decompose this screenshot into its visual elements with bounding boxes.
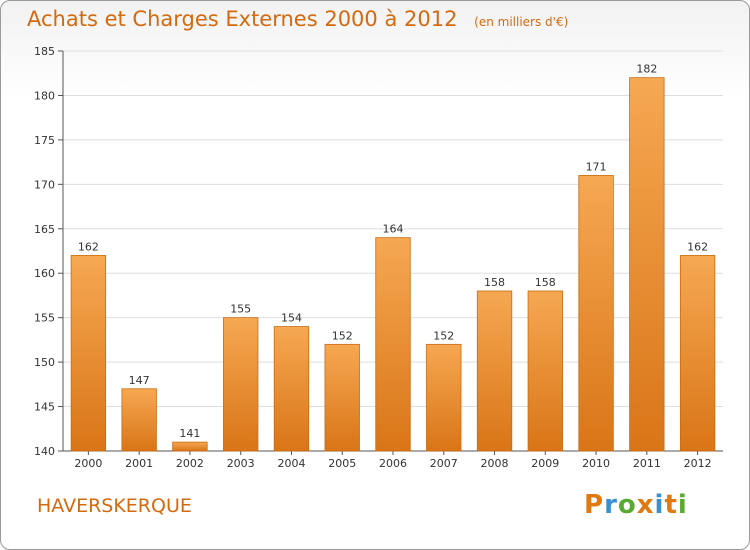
x-tick-label-2007: 2007 bbox=[430, 457, 458, 470]
bar-2005 bbox=[324, 343, 360, 452]
data-label-2007: 152 bbox=[433, 329, 454, 342]
data-label-2008: 158 bbox=[484, 276, 505, 289]
x-tick-label-2004: 2004 bbox=[277, 457, 305, 470]
data-label-2009: 158 bbox=[535, 276, 556, 289]
bar-2004 bbox=[273, 326, 310, 452]
data-label-2000: 162 bbox=[78, 240, 99, 253]
y-tick-label: 150 bbox=[34, 356, 55, 369]
x-tick-label-2006: 2006 bbox=[379, 457, 407, 470]
data-label-2006: 164 bbox=[383, 223, 404, 236]
logo-letter: r bbox=[604, 490, 618, 520]
x-tick-label-2011: 2011 bbox=[633, 457, 661, 470]
data-label-2003: 155 bbox=[230, 303, 251, 316]
proxiti-logo: Proxiti bbox=[584, 490, 688, 520]
y-tick-label: 180 bbox=[34, 89, 55, 102]
bar-2008 bbox=[476, 290, 513, 452]
x-tick-label-2000: 2000 bbox=[74, 457, 102, 470]
y-tick-label: 145 bbox=[34, 401, 55, 414]
x-tick-label-2009: 2009 bbox=[531, 457, 559, 470]
data-label-2011: 182 bbox=[636, 63, 657, 76]
y-tick-label: 165 bbox=[34, 223, 55, 236]
x-tick-label-2001: 2001 bbox=[125, 457, 153, 470]
y-tick-label: 170 bbox=[34, 178, 55, 191]
bar-2003 bbox=[223, 317, 259, 452]
x-tick-label-2005: 2005 bbox=[328, 457, 356, 470]
y-tick-label: 155 bbox=[34, 312, 55, 325]
place-name: HAVERSKERQUE bbox=[37, 495, 192, 517]
axes: 140 145 150 155 160 165 170 175 180 185 2000 2001 20… bbox=[34, 45, 723, 470]
bar-2010 bbox=[578, 175, 614, 452]
y-tick-label: 185 bbox=[34, 45, 55, 58]
logo-letter: P bbox=[584, 490, 605, 520]
logo-letter: i bbox=[654, 490, 665, 520]
bar-2001 bbox=[121, 388, 157, 452]
y-tick-label: 175 bbox=[34, 134, 55, 147]
bar-2000 bbox=[70, 255, 107, 452]
x-tick-label-2003: 2003 bbox=[227, 457, 255, 470]
data-label-2001: 147 bbox=[129, 374, 150, 387]
y-tick-label: 160 bbox=[34, 267, 55, 280]
bar-2006 bbox=[375, 237, 411, 452]
data-label-2012: 162 bbox=[687, 240, 708, 253]
bars bbox=[70, 77, 716, 452]
y-tick-label: 140 bbox=[34, 445, 55, 458]
data-label-2010: 171 bbox=[586, 160, 607, 173]
logo-letter: o bbox=[617, 490, 637, 520]
bar-2012 bbox=[679, 255, 716, 452]
chart-title-text: Achats et Charges Externes 2000 à 2012 bbox=[27, 7, 458, 31]
x-tick-label-2012: 2012 bbox=[684, 457, 712, 470]
x-tick-label-2008: 2008 bbox=[481, 457, 509, 470]
data-label-2002: 141 bbox=[179, 427, 200, 440]
data-label-2005: 152 bbox=[332, 329, 353, 342]
chart-title: Achats et Charges Externes 2000 à 2012 (… bbox=[27, 7, 568, 31]
data-label-2004: 154 bbox=[281, 312, 302, 325]
labels: 162 147 141 155 154 152 164 152 158 158 171 182 162 bbox=[78, 63, 708, 440]
logo-letter: t bbox=[664, 490, 678, 520]
x-tick-label-2010: 2010 bbox=[582, 457, 610, 470]
bar-2009 bbox=[527, 290, 563, 452]
chart-subtitle: (en milliers d'€) bbox=[474, 15, 569, 29]
x-tick-label-2002: 2002 bbox=[176, 457, 204, 470]
bar-2002 bbox=[172, 441, 208, 452]
bar-2011 bbox=[629, 77, 665, 452]
bar-2007 bbox=[426, 343, 462, 452]
logo-letter: i bbox=[677, 490, 688, 520]
logo-letter: x bbox=[636, 490, 655, 520]
